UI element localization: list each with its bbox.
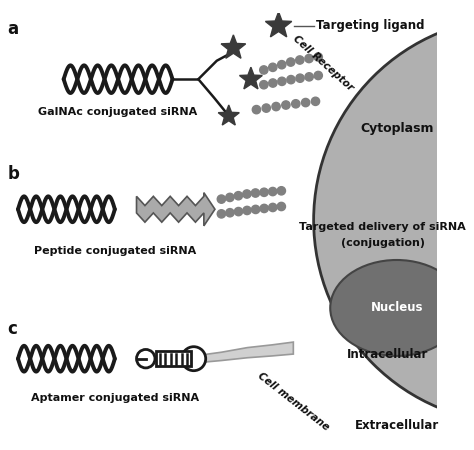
Text: Targeted delivery of siRNA: Targeted delivery of siRNA	[300, 222, 466, 232]
Circle shape	[287, 76, 295, 84]
Circle shape	[234, 192, 243, 200]
Circle shape	[278, 77, 286, 86]
Text: c: c	[8, 320, 17, 338]
Circle shape	[251, 189, 260, 197]
Text: Intracellular: Intracellular	[347, 347, 428, 360]
Circle shape	[311, 97, 319, 105]
Circle shape	[137, 350, 155, 368]
Text: Cell Receptor: Cell Receptor	[291, 34, 355, 93]
Circle shape	[301, 99, 310, 107]
Circle shape	[182, 346, 206, 371]
Circle shape	[260, 81, 268, 89]
Circle shape	[226, 208, 234, 217]
Circle shape	[269, 187, 277, 196]
Text: Aptamer conjugated siRNA: Aptamer conjugated siRNA	[31, 393, 200, 403]
Circle shape	[217, 210, 226, 218]
Circle shape	[278, 61, 286, 69]
Text: Cell membrane: Cell membrane	[256, 371, 331, 433]
Circle shape	[292, 99, 300, 108]
Polygon shape	[201, 342, 293, 362]
Circle shape	[262, 104, 270, 112]
Circle shape	[269, 203, 277, 212]
Text: Cytoplasm: Cytoplasm	[360, 122, 433, 135]
Circle shape	[217, 195, 226, 203]
Text: Extracellular: Extracellular	[355, 418, 439, 432]
Circle shape	[314, 18, 474, 423]
Text: (conjugation): (conjugation)	[341, 238, 425, 248]
Circle shape	[260, 66, 268, 74]
Circle shape	[234, 207, 243, 216]
Text: Targeting ligand: Targeting ligand	[317, 19, 425, 32]
Polygon shape	[221, 35, 246, 58]
Circle shape	[296, 56, 304, 64]
Circle shape	[287, 58, 295, 66]
Circle shape	[260, 204, 268, 212]
Circle shape	[252, 205, 260, 214]
Circle shape	[269, 79, 277, 87]
Circle shape	[277, 187, 285, 195]
Circle shape	[252, 105, 261, 114]
Circle shape	[314, 72, 322, 80]
Ellipse shape	[330, 260, 463, 356]
Circle shape	[277, 202, 285, 211]
Text: GalNAc conjugated siRNA: GalNAc conjugated siRNA	[38, 108, 198, 117]
Polygon shape	[218, 105, 239, 125]
Circle shape	[269, 63, 277, 72]
Circle shape	[314, 53, 322, 61]
Text: b: b	[8, 165, 19, 183]
Circle shape	[243, 190, 251, 198]
Text: a: a	[8, 20, 18, 38]
Circle shape	[305, 73, 313, 81]
Circle shape	[260, 188, 268, 197]
Polygon shape	[239, 67, 262, 89]
Circle shape	[243, 206, 251, 215]
Circle shape	[282, 101, 290, 109]
Circle shape	[226, 193, 234, 202]
Polygon shape	[265, 12, 292, 37]
Circle shape	[296, 74, 304, 82]
Bar	[156, 351, 191, 366]
Text: Nucleus: Nucleus	[370, 302, 423, 315]
Circle shape	[305, 54, 313, 63]
Polygon shape	[137, 193, 215, 226]
Circle shape	[272, 103, 280, 111]
Text: Peptide conjugated siRNA: Peptide conjugated siRNA	[34, 246, 196, 256]
